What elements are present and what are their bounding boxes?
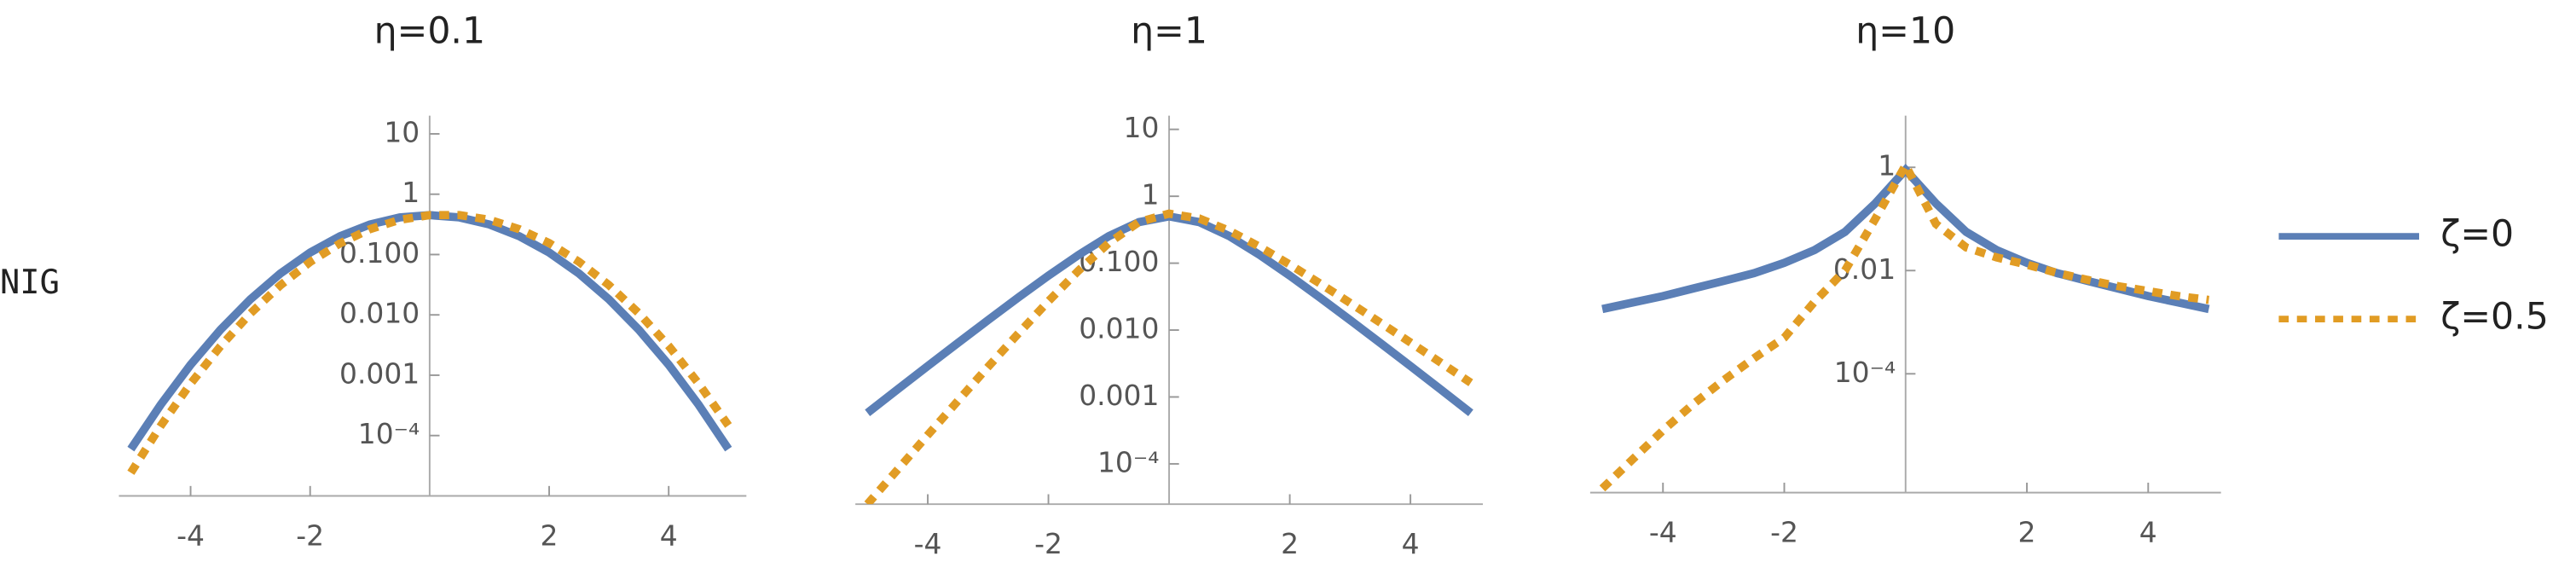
chart-title: η=0.1 xyxy=(374,9,485,52)
x-tick-label: 2 xyxy=(2018,516,2036,549)
y-tick-label: 10⁻⁴ xyxy=(1834,356,1896,389)
y-tick-label: 1 xyxy=(1142,178,1160,211)
legend-label: ζ=0 xyxy=(2440,213,2514,256)
x-tick-label: -4 xyxy=(914,527,942,560)
y-tick-label: 1 xyxy=(1878,149,1896,183)
x-tick-label: -4 xyxy=(1649,516,1677,549)
x-tick-label: -4 xyxy=(177,519,205,552)
y-tick-label: 0.010 xyxy=(1079,312,1159,345)
chart-title: η=10 xyxy=(1855,9,1955,52)
y-tick-label: 0.001 xyxy=(1079,379,1159,412)
y-tick-label: 10 xyxy=(1124,111,1160,144)
x-tick-label: -2 xyxy=(296,519,324,552)
series-line xyxy=(864,209,1473,505)
y-tick-label: 10⁻⁴ xyxy=(358,417,420,450)
y-tick-label: 1 xyxy=(402,176,420,209)
y-tick-label: 0.001 xyxy=(339,356,420,390)
y-tick-label: 10⁻⁴ xyxy=(1097,445,1159,478)
x-tick-label: -2 xyxy=(1770,516,1798,549)
legend-label: ζ=0.5 xyxy=(2440,296,2549,339)
series-line xyxy=(127,211,732,475)
row-label: NIG xyxy=(0,264,60,302)
x-tick-label: -2 xyxy=(1034,527,1062,560)
y-tick-label: 0.100 xyxy=(339,236,420,269)
x-tick-label: 2 xyxy=(541,519,559,552)
y-tick-label: 10 xyxy=(384,115,420,148)
chart-title: η=1 xyxy=(1131,9,1207,52)
x-tick-label: 4 xyxy=(1402,527,1420,560)
x-tick-label: 4 xyxy=(660,519,678,552)
x-tick-label: 4 xyxy=(2139,516,2157,549)
x-tick-label: 2 xyxy=(1281,527,1299,560)
y-tick-label: 0.010 xyxy=(339,297,420,330)
series-line xyxy=(1599,156,2210,492)
